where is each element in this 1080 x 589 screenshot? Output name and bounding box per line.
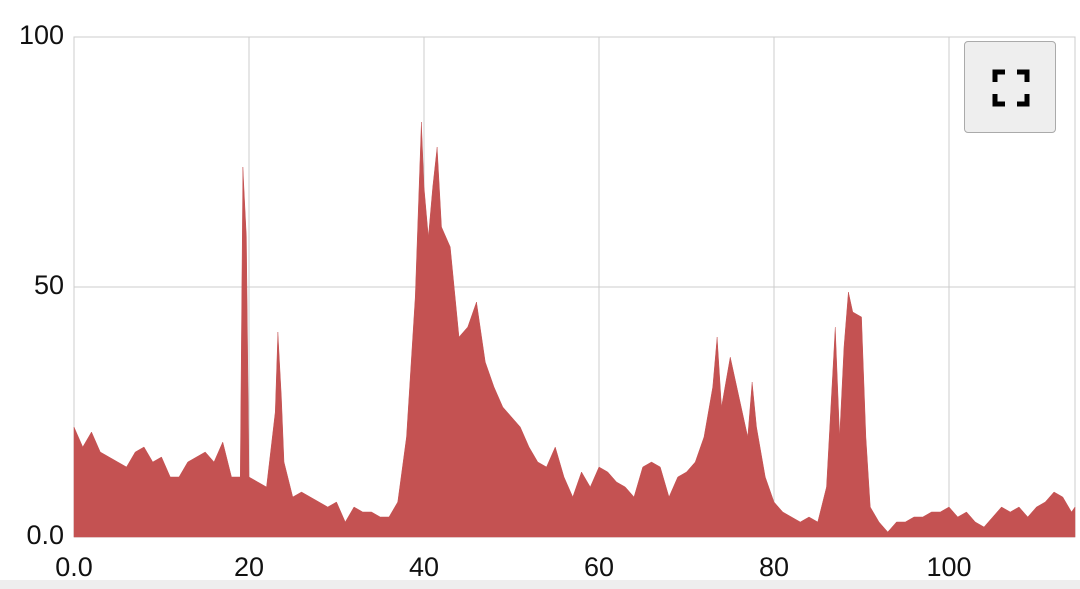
area <box>73 121 1076 538</box>
x-tick-label: 0.0 <box>55 552 93 582</box>
x-tick-label: 20 <box>234 552 264 582</box>
x-tick-label: 60 <box>584 552 614 582</box>
y-tick-label: 100 <box>19 20 64 50</box>
fullscreen-icon <box>992 69 1030 107</box>
x-tick-label: 40 <box>409 552 439 582</box>
fullscreen-button[interactable] <box>964 41 1056 133</box>
y-tick-label: 0.0 <box>26 520 64 550</box>
x-tick-label: 80 <box>759 552 789 582</box>
bottom-strip <box>0 580 1080 589</box>
x-tick-label: 100 <box>926 552 971 582</box>
y-tick-label: 50 <box>34 270 64 300</box>
